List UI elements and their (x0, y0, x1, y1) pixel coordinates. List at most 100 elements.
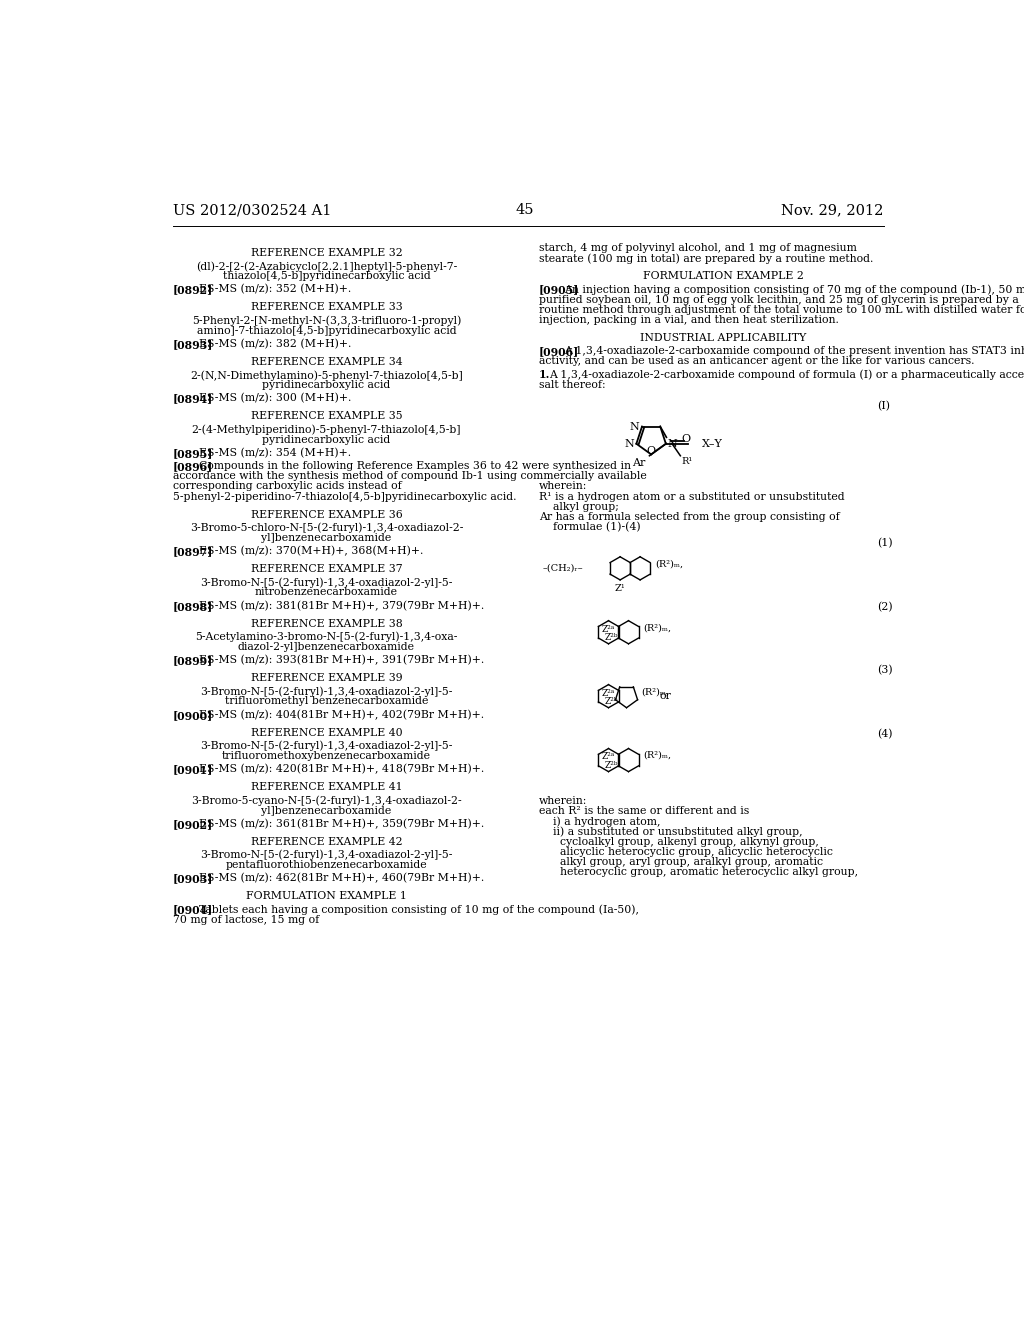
Text: injection, packing in a vial, and then heat sterilization.: injection, packing in a vial, and then h… (539, 315, 839, 325)
Text: salt thereof:: salt thereof: (539, 380, 605, 389)
Text: [0895]: [0895] (173, 447, 213, 459)
Text: INDUSTRIAL APPLICABILITY: INDUSTRIAL APPLICABILITY (640, 333, 806, 343)
Text: R¹ is a hydrogen atom or a substituted or unsubstituted: R¹ is a hydrogen atom or a substituted o… (539, 491, 845, 502)
Text: REFERENCE EXAMPLE 32: REFERENCE EXAMPLE 32 (251, 248, 402, 257)
Text: Z¹: Z¹ (614, 583, 626, 593)
Text: Z²ᵇ: Z²ᵇ (605, 697, 618, 706)
Text: [0900]: [0900] (173, 710, 213, 721)
Text: or: or (659, 692, 672, 701)
Text: (R²)ₘ,: (R²)ₘ, (643, 751, 672, 760)
Text: alkyl group;: alkyl group; (553, 502, 618, 512)
Text: Compounds in the following Reference Examples 36 to 42 were synthesized in: Compounds in the following Reference Exa… (199, 461, 631, 471)
Text: trifluoromethyl benzenecarboxamide: trifluoromethyl benzenecarboxamide (224, 697, 428, 706)
Text: pentafluorothiobenzenecarboxamide: pentafluorothiobenzenecarboxamide (225, 861, 427, 870)
Text: [0899]: [0899] (173, 655, 213, 667)
Text: REFERENCE EXAMPLE 33: REFERENCE EXAMPLE 33 (251, 302, 402, 313)
Text: alicyclic heterocyclic group, alicyclic heterocyclic: alicyclic heterocyclic group, alicyclic … (560, 847, 834, 857)
Text: R¹: R¹ (681, 457, 692, 466)
Text: 3-Bromo-5-cyano-N-[5-(2-furyl)-1,3,4-oxadiazol-2-: 3-Bromo-5-cyano-N-[5-(2-furyl)-1,3,4-oxa… (191, 796, 462, 807)
Text: Nov. 29, 2012: Nov. 29, 2012 (781, 203, 884, 216)
Text: pyridinecarboxylic acid: pyridinecarboxylic acid (262, 434, 390, 445)
Text: ES-MS (m/z): 393(81Br M+H)+, 391(79Br M+H)+.: ES-MS (m/z): 393(81Br M+H)+, 391(79Br M+… (199, 655, 484, 665)
Text: Z²ᵇ: Z²ᵇ (605, 760, 618, 770)
Text: –(CH₂)ᵣ–: –(CH₂)ᵣ– (543, 564, 584, 573)
Text: wherein:: wherein: (539, 482, 587, 491)
Text: ES-MS (m/z): 352 (M+H)+.: ES-MS (m/z): 352 (M+H)+. (199, 284, 351, 294)
Text: (1): (1) (878, 537, 893, 548)
Text: activity, and can be used as an anticancer agent or the like for various cancers: activity, and can be used as an anticanc… (539, 356, 974, 366)
Text: starch, 4 mg of polyvinyl alcohol, and 1 mg of magnesium: starch, 4 mg of polyvinyl alcohol, and 1… (539, 243, 857, 253)
Text: [0901]: [0901] (173, 764, 213, 775)
Text: 70 mg of lactose, 15 mg of: 70 mg of lactose, 15 mg of (173, 915, 319, 924)
Text: ES-MS (m/z): 382 (M+H)+.: ES-MS (m/z): 382 (M+H)+. (199, 339, 351, 350)
Text: ii) a substituted or unsubstituted alkyl group,: ii) a substituted or unsubstituted alkyl… (553, 826, 803, 837)
Text: wherein:: wherein: (539, 796, 587, 807)
Text: US 2012/0302524 A1: US 2012/0302524 A1 (173, 203, 332, 216)
Text: yl]benzenecarboxamide: yl]benzenecarboxamide (261, 533, 391, 543)
Text: (3): (3) (878, 665, 893, 676)
Text: 3-Bromo-N-[5-(2-furyl)-1,3,4-oxadiazol-2-yl]-5-: 3-Bromo-N-[5-(2-furyl)-1,3,4-oxadiazol-2… (201, 577, 453, 587)
Text: 5-phenyl-2-piperidino-7-thiazolo[4,5-b]pyridinecarboxylic acid.: 5-phenyl-2-piperidino-7-thiazolo[4,5-b]p… (173, 491, 516, 502)
Text: REFERENCE EXAMPLE 39: REFERENCE EXAMPLE 39 (251, 673, 402, 682)
Text: Z²ᵃ: Z²ᵃ (602, 752, 615, 762)
Text: Z²ᵇ: Z²ᵇ (605, 634, 618, 642)
Text: ES-MS (m/z): 404(81Br M+H)+, 402(79Br M+H)+.: ES-MS (m/z): 404(81Br M+H)+, 402(79Br M+… (199, 710, 483, 721)
Text: (dl)-2-[2-(2-Azabicyclo[2.2.1]heptyl]-5-phenyl-7-: (dl)-2-[2-(2-Azabicyclo[2.2.1]heptyl]-5-… (196, 261, 457, 272)
Text: Z²ᵃ: Z²ᵃ (602, 624, 615, 634)
Text: 3-Bromo-N-[5-(2-furyl)-1,3,4-oxadiazol-2-yl]-5-: 3-Bromo-N-[5-(2-furyl)-1,3,4-oxadiazol-2… (201, 741, 453, 751)
Text: ES-MS (m/z): 361(81Br M+H)+, 359(79Br M+H)+.: ES-MS (m/z): 361(81Br M+H)+, 359(79Br M+… (199, 818, 484, 829)
Text: corresponding carboxylic acids instead of: corresponding carboxylic acids instead o… (173, 482, 401, 491)
Text: [0896]: [0896] (173, 461, 213, 473)
Text: An injection having a composition consisting of 70 mg of the compound (Ib-1), 50: An injection having a composition consis… (564, 284, 1024, 294)
Text: Ar: Ar (632, 458, 645, 469)
Text: FORMULATION EXAMPLE 1: FORMULATION EXAMPLE 1 (246, 891, 407, 902)
Text: pyridinecarboxylic acid: pyridinecarboxylic acid (262, 380, 390, 391)
Text: (4): (4) (878, 729, 893, 739)
Text: each R² is the same or different and is: each R² is the same or different and is (539, 807, 749, 817)
Text: diazol-2-yl]benzenecarboxamide: diazol-2-yl]benzenecarboxamide (238, 642, 415, 652)
Text: REFERENCE EXAMPLE 41: REFERENCE EXAMPLE 41 (251, 783, 402, 792)
Text: REFERENCE EXAMPLE 38: REFERENCE EXAMPLE 38 (251, 619, 402, 628)
Text: 3-Bromo-5-chloro-N-[5-(2-furyl)-1,3,4-oxadiazol-2-: 3-Bromo-5-chloro-N-[5-(2-furyl)-1,3,4-ox… (189, 523, 463, 533)
Text: ES-MS (m/z): 370(M+H)+, 368(M+H)+.: ES-MS (m/z): 370(M+H)+, 368(M+H)+. (199, 546, 423, 557)
Text: 2-(N,N-Dimethylamino)-5-phenyl-7-thiazolo[4,5-b]: 2-(N,N-Dimethylamino)-5-phenyl-7-thiazol… (190, 370, 463, 380)
Text: N: N (668, 438, 677, 449)
Text: ES-MS (m/z): 462(81Br M+H)+, 460(79Br M+H)+.: ES-MS (m/z): 462(81Br M+H)+, 460(79Br M+… (199, 874, 484, 883)
Text: REFERENCE EXAMPLE 42: REFERENCE EXAMPLE 42 (251, 837, 402, 846)
Text: O: O (681, 434, 690, 444)
Text: ES-MS (m/z): 300 (M+H)+.: ES-MS (m/z): 300 (M+H)+. (199, 393, 351, 404)
Text: A 1,3,4-oxadiazole-2-carboxamide compound of formula (I) or a pharmaceutically a: A 1,3,4-oxadiazole-2-carboxamide compoun… (549, 370, 1024, 380)
Text: heterocyclic group, aromatic heterocyclic alkyl group,: heterocyclic group, aromatic heterocycli… (560, 867, 858, 878)
Text: routine method through adjustment of the total volume to 100 mL with distilled w: routine method through adjustment of the… (539, 305, 1024, 314)
Text: amino]-7-thiazolo[4,5-b]pyridinecarboxylic acid: amino]-7-thiazolo[4,5-b]pyridinecarboxyl… (197, 326, 457, 335)
Text: [0893]: [0893] (173, 339, 213, 350)
Text: FORMULATION EXAMPLE 2: FORMULATION EXAMPLE 2 (643, 271, 804, 281)
Text: ES-MS (m/z): 420(81Br M+H)+, 418(79Br M+H)+.: ES-MS (m/z): 420(81Br M+H)+, 418(79Br M+… (199, 764, 484, 775)
Text: 3-Bromo-N-[5-(2-furyl)-1,3,4-oxadiazol-2-yl]-5-: 3-Bromo-N-[5-(2-furyl)-1,3,4-oxadiazol-2… (201, 850, 453, 861)
Text: [0902]: [0902] (173, 818, 213, 830)
Text: trifluoromethoxybenzenecarboxamide: trifluoromethoxybenzenecarboxamide (222, 751, 431, 762)
Text: nitrobenzenecarboxamide: nitrobenzenecarboxamide (255, 587, 398, 598)
Text: i) a hydrogen atom,: i) a hydrogen atom, (553, 817, 660, 828)
Text: (R²)ₘ,: (R²)ₘ, (641, 686, 670, 696)
Text: ES-MS (m/z): 381(81Br M+H)+, 379(79Br M+H)+.: ES-MS (m/z): 381(81Br M+H)+, 379(79Br M+… (199, 601, 484, 611)
Text: [0892]: [0892] (173, 284, 213, 296)
Text: 5-Acetylamino-3-bromo-N-[5-(2-furyl)-1,3,4-oxa-: 5-Acetylamino-3-bromo-N-[5-(2-furyl)-1,3… (196, 632, 458, 643)
Text: A 1,3,4-oxadiazole-2-carboxamide compound of the present invention has STAT3 inh: A 1,3,4-oxadiazole-2-carboxamide compoun… (564, 346, 1024, 356)
Text: 45: 45 (515, 203, 535, 216)
Text: alkyl group, aryl group, aralkyl group, aromatic: alkyl group, aryl group, aralkyl group, … (560, 857, 823, 867)
Text: REFERENCE EXAMPLE 34: REFERENCE EXAMPLE 34 (251, 356, 402, 367)
Text: formulae (1)-(4): formulae (1)-(4) (553, 521, 640, 532)
Text: [0906]: [0906] (539, 346, 579, 356)
Text: 1.: 1. (539, 370, 550, 380)
Text: stearate (100 mg in total) are prepared by a routine method.: stearate (100 mg in total) are prepared … (539, 253, 873, 264)
Text: N: N (625, 438, 634, 449)
Text: [0894]: [0894] (173, 393, 213, 404)
Text: Z²ᵃ: Z²ᵃ (602, 689, 615, 697)
Text: thiazolo[4,5-b]pyridinecarboxylic acid: thiazolo[4,5-b]pyridinecarboxylic acid (222, 271, 430, 281)
Text: (2): (2) (878, 602, 893, 611)
Text: cycloalkyl group, alkenyl group, alkynyl group,: cycloalkyl group, alkenyl group, alkynyl… (560, 837, 819, 847)
Text: 3-Bromo-N-[5-(2-furyl)-1,3,4-oxadiazol-2-yl]-5-: 3-Bromo-N-[5-(2-furyl)-1,3,4-oxadiazol-2… (201, 686, 453, 697)
Text: [0897]: [0897] (173, 546, 213, 557)
Text: 5-Phenyl-2-[N-methyl-N-(3,3,3-trifluoro-1-propyl): 5-Phenyl-2-[N-methyl-N-(3,3,3-trifluoro-… (191, 315, 461, 326)
